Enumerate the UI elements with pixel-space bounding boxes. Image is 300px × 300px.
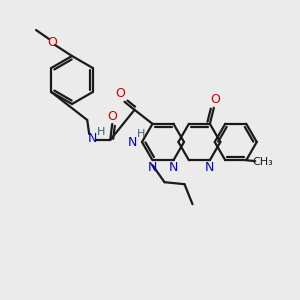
Text: N: N xyxy=(169,161,178,174)
Text: N: N xyxy=(148,161,157,174)
Text: H: H xyxy=(97,127,105,137)
Text: N: N xyxy=(205,161,214,174)
Text: O: O xyxy=(107,110,117,122)
Text: CH₃: CH₃ xyxy=(253,157,274,167)
Text: O: O xyxy=(116,87,125,100)
Text: H: H xyxy=(137,129,145,139)
Text: O: O xyxy=(47,35,57,49)
Text: O: O xyxy=(210,93,220,106)
Text: N: N xyxy=(88,131,97,145)
Text: N: N xyxy=(127,136,137,148)
